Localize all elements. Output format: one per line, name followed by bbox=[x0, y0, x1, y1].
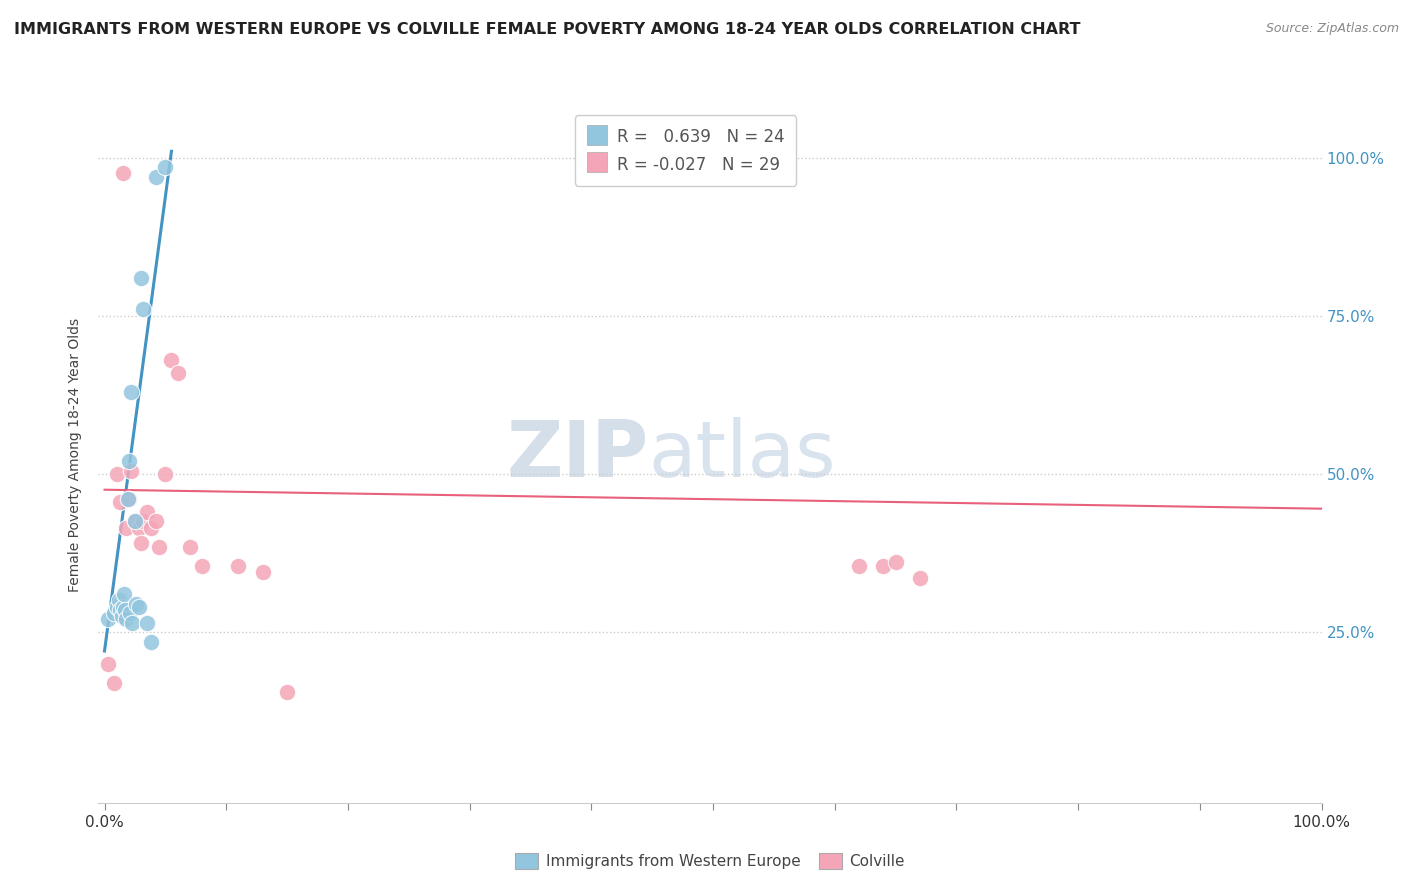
Point bbox=[145, 169, 167, 184]
Point bbox=[128, 521, 150, 535]
Point bbox=[114, 603, 136, 617]
Point bbox=[118, 492, 141, 507]
Point bbox=[105, 467, 128, 481]
Point bbox=[276, 685, 298, 699]
Point bbox=[110, 609, 132, 624]
Y-axis label: Female Poverty Among 18-24 Year Olds: Female Poverty Among 18-24 Year Olds bbox=[67, 318, 82, 592]
Point bbox=[120, 606, 142, 620]
Point bbox=[97, 657, 120, 671]
Point bbox=[111, 166, 134, 180]
Point bbox=[110, 603, 132, 617]
Point bbox=[179, 540, 201, 554]
Point bbox=[848, 558, 870, 573]
Point bbox=[103, 675, 125, 690]
Point bbox=[125, 597, 148, 611]
Point bbox=[124, 514, 146, 528]
Point bbox=[105, 599, 128, 614]
Point bbox=[111, 599, 134, 614]
Point bbox=[132, 302, 155, 317]
Point bbox=[228, 558, 250, 573]
Point bbox=[155, 467, 177, 481]
Point bbox=[132, 514, 155, 528]
Point bbox=[160, 353, 183, 368]
Point bbox=[108, 593, 131, 607]
Point bbox=[145, 514, 167, 528]
Point bbox=[136, 615, 159, 630]
Point bbox=[252, 565, 274, 579]
Point bbox=[128, 599, 150, 614]
Point bbox=[118, 454, 141, 468]
Point bbox=[884, 556, 907, 570]
Point bbox=[112, 606, 135, 620]
Text: ZIP: ZIP bbox=[506, 417, 648, 493]
Point bbox=[120, 384, 142, 399]
Point bbox=[103, 606, 125, 620]
Point bbox=[136, 505, 159, 519]
Legend: Immigrants from Western Europe, Colville: Immigrants from Western Europe, Colville bbox=[509, 847, 911, 875]
Point bbox=[124, 514, 146, 528]
Point bbox=[112, 587, 135, 601]
Point bbox=[139, 521, 162, 535]
Point bbox=[139, 634, 162, 648]
Text: IMMIGRANTS FROM WESTERN EUROPE VS COLVILLE FEMALE POVERTY AMONG 18-24 YEAR OLDS : IMMIGRANTS FROM WESTERN EUROPE VS COLVIL… bbox=[14, 22, 1081, 37]
Point bbox=[115, 521, 138, 535]
Point bbox=[129, 270, 152, 285]
Point bbox=[191, 558, 214, 573]
Point bbox=[908, 571, 931, 585]
Text: atlas: atlas bbox=[648, 417, 837, 493]
Point bbox=[115, 612, 138, 626]
Text: Source: ZipAtlas.com: Source: ZipAtlas.com bbox=[1265, 22, 1399, 36]
Point bbox=[155, 160, 177, 174]
Point bbox=[166, 366, 188, 380]
Point bbox=[110, 495, 132, 509]
Point bbox=[117, 492, 139, 507]
Point bbox=[129, 536, 152, 550]
Point bbox=[872, 558, 894, 573]
Point bbox=[120, 464, 142, 478]
Point bbox=[97, 612, 120, 626]
Point bbox=[148, 540, 170, 554]
Point bbox=[121, 615, 143, 630]
